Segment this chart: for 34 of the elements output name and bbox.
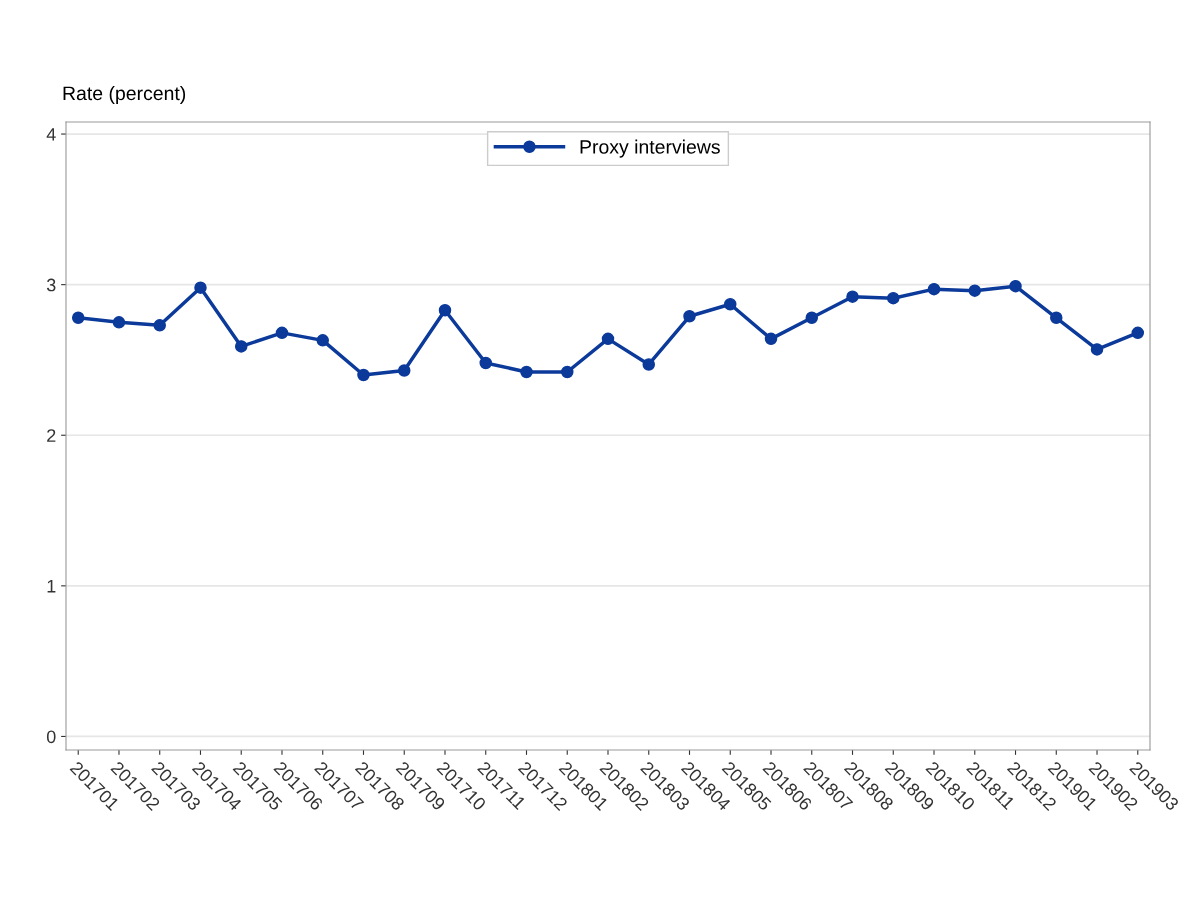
legend-label: Proxy interviews xyxy=(580,139,720,158)
point xyxy=(846,290,859,303)
point xyxy=(642,358,656,371)
point xyxy=(234,340,248,353)
point xyxy=(438,303,452,317)
point xyxy=(1009,279,1022,293)
y-tick-label: 1 xyxy=(47,579,56,593)
point xyxy=(927,282,941,296)
point xyxy=(71,311,85,325)
point xyxy=(968,284,982,297)
point xyxy=(194,281,207,294)
point xyxy=(601,332,615,346)
point xyxy=(357,368,370,382)
y-tick-label: 3 xyxy=(46,278,56,292)
y-tick-label: 4 xyxy=(46,128,56,141)
point xyxy=(805,311,819,325)
point xyxy=(275,326,289,340)
point xyxy=(1131,326,1145,340)
point xyxy=(764,332,778,346)
point xyxy=(397,364,411,377)
y-tick-label: 0 xyxy=(46,730,56,744)
y-tick-label: 2 xyxy=(47,429,56,442)
point xyxy=(153,319,166,332)
point xyxy=(520,365,533,379)
y-axis-title: Rate (percent) xyxy=(63,85,186,105)
point xyxy=(112,316,126,329)
point xyxy=(560,365,574,379)
point xyxy=(1090,343,1104,356)
point xyxy=(479,356,492,370)
point xyxy=(1050,311,1063,325)
point xyxy=(724,297,737,311)
point xyxy=(316,334,329,347)
point xyxy=(683,310,696,323)
point xyxy=(887,291,900,305)
